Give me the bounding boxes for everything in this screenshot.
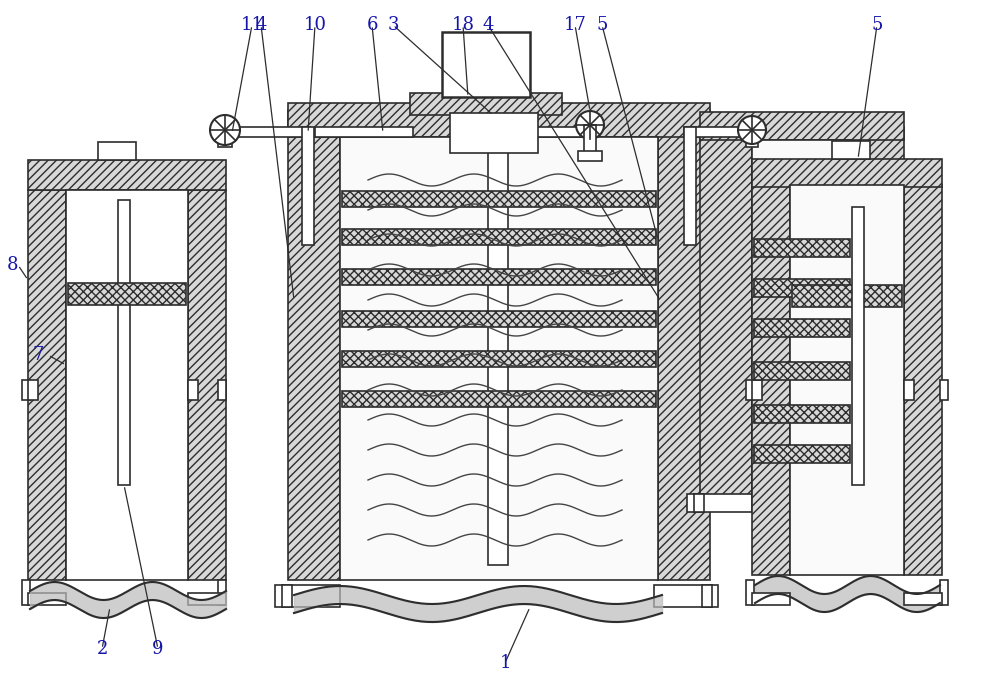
Bar (342, 391, 656, 407)
Bar (188, 593, 226, 605)
Text: 3: 3 (387, 16, 399, 34)
Bar (694, 494, 752, 512)
Circle shape (738, 116, 766, 144)
Bar (754, 239, 850, 257)
Text: 4: 4 (482, 16, 494, 34)
Bar (702, 585, 712, 607)
Bar (940, 380, 948, 400)
Bar (752, 159, 942, 187)
Bar (28, 593, 66, 605)
Bar (22, 380, 30, 400)
Bar (832, 141, 870, 159)
Bar (578, 151, 602, 161)
Bar (342, 229, 656, 245)
Bar (410, 93, 562, 115)
Bar (792, 285, 902, 307)
Bar (904, 593, 942, 605)
Bar (754, 445, 850, 463)
Bar (66, 190, 188, 580)
Bar (302, 127, 314, 245)
Bar (98, 142, 136, 160)
Bar (188, 190, 226, 580)
Bar (342, 311, 656, 327)
Bar (940, 580, 948, 605)
Bar (118, 200, 130, 485)
Text: 18: 18 (452, 16, 475, 34)
Bar (752, 140, 852, 495)
Bar (342, 269, 656, 285)
Bar (188, 380, 198, 400)
Bar (282, 585, 292, 607)
Bar (288, 103, 710, 137)
Text: 11: 11 (241, 16, 264, 34)
Bar (700, 127, 752, 495)
Bar (450, 113, 538, 153)
Circle shape (210, 115, 240, 145)
Bar (342, 351, 656, 367)
Bar (28, 190, 66, 580)
Text: 17: 17 (564, 16, 586, 34)
Text: 7: 7 (32, 346, 44, 364)
Bar (340, 137, 658, 580)
Bar (684, 127, 754, 137)
Bar (218, 580, 226, 605)
Bar (658, 110, 710, 580)
Text: 10: 10 (304, 16, 327, 34)
Bar (710, 585, 718, 607)
Bar (225, 127, 310, 137)
Bar (852, 494, 910, 512)
Bar (790, 185, 904, 575)
Bar (754, 405, 850, 423)
Bar (746, 380, 754, 400)
Circle shape (576, 111, 604, 139)
Bar (68, 283, 186, 305)
Bar (904, 185, 942, 575)
Text: 8: 8 (6, 256, 18, 274)
Bar (852, 127, 904, 495)
Bar (275, 585, 283, 607)
Bar (218, 380, 226, 400)
Bar (754, 362, 850, 380)
Bar (22, 580, 30, 605)
Text: 1: 1 (499, 654, 511, 672)
Bar (342, 191, 656, 207)
Text: 4: 4 (255, 16, 267, 34)
Bar (684, 127, 696, 245)
Bar (852, 207, 864, 485)
Bar (754, 279, 850, 297)
Bar (904, 380, 914, 400)
Text: 2: 2 (96, 640, 108, 658)
Bar (900, 494, 910, 512)
Bar (28, 380, 38, 400)
Bar (746, 130, 758, 147)
Bar (28, 160, 226, 190)
Bar (288, 110, 340, 580)
Bar (282, 585, 340, 607)
Bar (584, 125, 596, 153)
Bar (908, 494, 916, 512)
Text: 6: 6 (366, 16, 378, 34)
Bar (442, 32, 530, 97)
Bar (754, 319, 850, 337)
Bar (746, 580, 754, 605)
Bar (700, 112, 904, 140)
Bar (687, 494, 695, 512)
Bar (752, 185, 790, 575)
Text: 9: 9 (152, 640, 164, 658)
Bar (315, 127, 413, 137)
Bar (694, 494, 704, 512)
Bar (488, 130, 508, 565)
Bar (752, 593, 790, 605)
Text: 5: 5 (596, 16, 608, 34)
Bar (218, 130, 232, 147)
Bar (752, 380, 762, 400)
Bar (654, 585, 712, 607)
Bar (535, 127, 591, 137)
Text: 5: 5 (871, 16, 883, 34)
